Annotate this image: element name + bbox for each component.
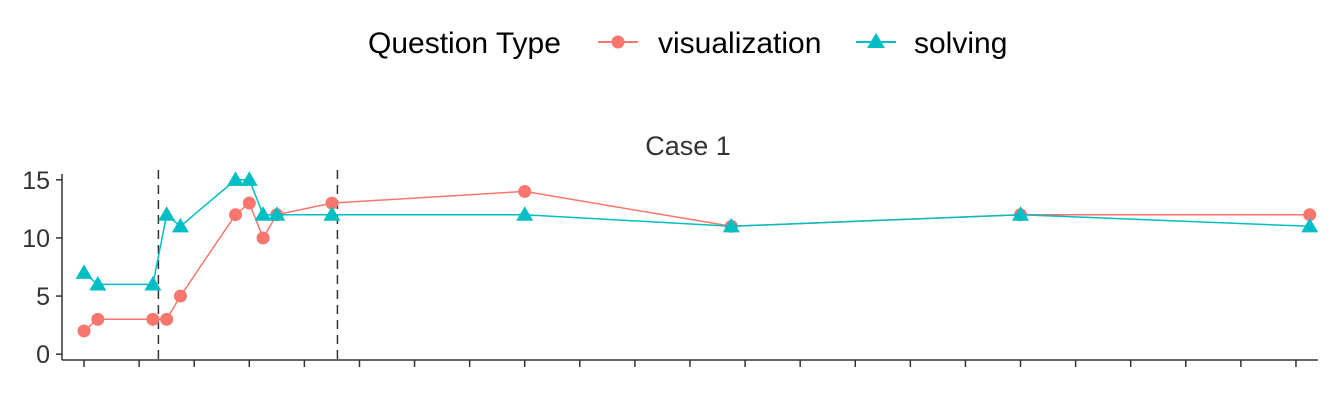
data-point-visualization — [325, 196, 339, 210]
data-point-visualization — [256, 231, 270, 245]
data-point-solving — [75, 264, 93, 279]
legend-solving-label: solving — [914, 27, 1007, 60]
y-tick-label: 5 — [36, 283, 50, 311]
legend-title: Question Type — [368, 27, 561, 60]
plot-series — [75, 171, 1319, 338]
legend-visualization-marker — [611, 35, 625, 49]
data-point-visualization — [146, 312, 160, 326]
data-point-solving — [171, 217, 189, 233]
data-point-solving — [254, 206, 272, 221]
facet-title: Case 1 — [645, 131, 731, 161]
data-point-solving — [1301, 217, 1319, 233]
legend-visualization-label: visualization — [658, 27, 821, 60]
data-point-solving — [268, 206, 286, 221]
data-point-solving — [158, 206, 176, 221]
legend: Question Type visualization solving — [368, 27, 1007, 60]
series-solving — [75, 171, 1319, 291]
x-axis-ticks — [83, 360, 1297, 367]
data-point-visualization — [518, 184, 532, 198]
data-point-solving — [516, 206, 534, 221]
data-point-visualization — [229, 208, 243, 222]
data-point-solving — [227, 171, 245, 186]
y-tick-label: 0 — [36, 341, 50, 369]
data-point-visualization — [91, 312, 105, 326]
series-line-visualization — [83, 190, 1310, 332]
data-point-visualization — [77, 324, 91, 338]
legend-solving-marker — [867, 33, 885, 48]
data-point-solving — [144, 275, 162, 291]
data-point-solving — [1012, 206, 1030, 221]
y-tick-label: 10 — [22, 225, 50, 253]
data-point-visualization — [173, 289, 187, 303]
data-point-visualization — [160, 312, 174, 326]
series-line-solving — [83, 179, 1310, 286]
y-tick-label: 15 — [22, 167, 50, 195]
data-point-solving — [722, 217, 740, 233]
data-point-visualization — [1303, 208, 1317, 222]
data-point-solving — [89, 275, 107, 291]
y-axis-ticks: 0 5 10 15 — [22, 167, 62, 369]
data-point-solving — [323, 206, 341, 221]
data-point-visualization — [242, 196, 256, 210]
data-point-solving — [240, 171, 258, 186]
